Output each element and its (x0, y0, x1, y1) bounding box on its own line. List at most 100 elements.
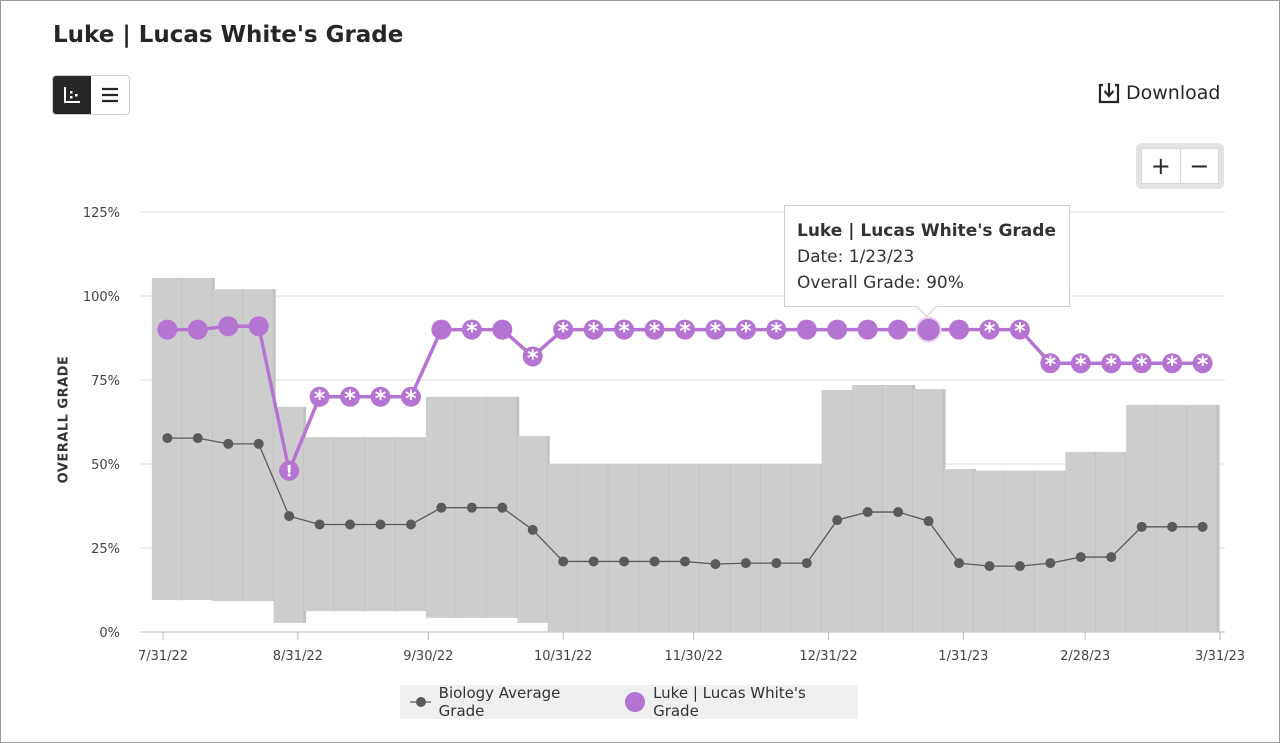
asterisk-marker: * (375, 387, 387, 412)
student-point (796, 319, 817, 340)
range-bar (1004, 470, 1036, 632)
range-bar (973, 470, 1005, 632)
student-point (979, 319, 1000, 340)
average-point (527, 524, 538, 535)
average-marker-icon (410, 697, 431, 707)
average-point (862, 507, 873, 518)
asterisk-marker: * (1197, 353, 1209, 378)
range-bar (1065, 451, 1097, 632)
x-tick-label: 3/31/23 (1195, 649, 1245, 664)
range-bar (639, 464, 671, 632)
tooltip: Luke | Lucas White's Grade Date: 1/23/23… (784, 205, 1070, 307)
x-tick-label: 2/28/23 (1060, 649, 1110, 664)
range-bar (943, 469, 975, 632)
asterisk-marker: * (740, 320, 752, 345)
range-bar (913, 389, 945, 632)
asterisk-marker: * (618, 320, 630, 345)
asterisk-marker: * (1166, 353, 1178, 378)
legend-label-average: Biology Average Grade (438, 684, 561, 720)
student-point (157, 319, 178, 340)
student-point (461, 319, 482, 340)
zoom-out-button[interactable]: − (1179, 149, 1219, 183)
student-point (1192, 353, 1213, 374)
asterisk-marker: * (1014, 320, 1026, 345)
y-tick-label: 25% (91, 542, 120, 557)
asterisk-marker: * (1105, 353, 1117, 378)
student-point (827, 319, 848, 340)
asterisk-marker: * (649, 320, 661, 345)
student-point (766, 319, 787, 340)
student-point (915, 316, 942, 343)
y-tick-label: 0% (99, 626, 120, 641)
x-tick-label: 9/30/22 (403, 649, 453, 664)
page-title: Luke | Lucas White's Grade (53, 22, 404, 48)
range-bar (1095, 451, 1127, 632)
legend-item-average[interactable]: Biology Average Grade (410, 684, 600, 720)
average-point (710, 559, 721, 570)
download-icon (1098, 83, 1120, 104)
chart-view-button[interactable] (53, 76, 91, 114)
asterisk-marker: * (771, 320, 783, 345)
range-bar (1156, 404, 1188, 632)
legend-label-student: Luke | Lucas White's Grade (653, 684, 806, 720)
student-point (644, 319, 665, 340)
range-bar (1126, 404, 1158, 632)
exclamation-marker: ! (285, 462, 292, 481)
tooltip-date: Date: 1/23/23 (797, 247, 915, 267)
average-point (649, 556, 660, 567)
student-point (522, 346, 543, 367)
average-point (588, 556, 599, 567)
y-tick-label: 50% (91, 458, 120, 473)
student-marker-icon (625, 692, 646, 712)
asterisk-marker: * (679, 320, 691, 345)
range-bar (730, 464, 762, 632)
asterisk-marker: * (1045, 353, 1057, 378)
y-tick-label: 125% (83, 206, 120, 221)
x-tick-label: 8/31/22 (273, 649, 323, 664)
average-point (740, 558, 751, 569)
average-point (1106, 552, 1117, 563)
x-tick-label: 10/31/22 (534, 649, 592, 664)
average-point (771, 558, 782, 569)
x-tick-label: 12/31/22 (799, 649, 857, 664)
average-point (192, 433, 203, 444)
range-bar (821, 390, 853, 632)
average-point (832, 515, 843, 526)
list-view-button[interactable] (91, 76, 129, 114)
range-bar (699, 464, 731, 632)
student-point (888, 319, 909, 340)
tooltip-grade: Overall Grade: 90% (797, 273, 964, 293)
y-tick-label: 75% (91, 374, 120, 389)
student-point (735, 319, 756, 340)
student-point (1131, 353, 1152, 374)
average-point (954, 558, 965, 569)
student-point (857, 319, 878, 340)
download-label: Download (1126, 82, 1221, 104)
average-point (436, 502, 447, 513)
asterisk-marker: * (314, 387, 326, 412)
average-point (558, 556, 569, 567)
average-point (1014, 561, 1025, 572)
download-button[interactable]: Download (1098, 82, 1220, 104)
average-point (801, 558, 812, 569)
asterisk-marker: * (344, 387, 356, 412)
student-point (400, 386, 421, 407)
range-bar (1034, 470, 1066, 632)
student-point (309, 386, 330, 407)
average-point (314, 519, 325, 530)
average-point (405, 519, 416, 530)
range-bar (547, 464, 579, 632)
average-point (253, 438, 264, 449)
x-tick-label: 7/31/22 (138, 649, 188, 664)
average-point (679, 556, 690, 567)
legend-item-student[interactable]: Luke | Lucas White's Grade (624, 684, 844, 720)
average-point (375, 519, 386, 530)
student-point (1162, 353, 1183, 374)
asterisk-marker: * (527, 346, 539, 371)
zoom-in-button[interactable]: + (1150, 152, 1171, 180)
asterisk-marker: * (405, 387, 417, 412)
student-point (1009, 319, 1030, 340)
chart-icon (64, 87, 80, 103)
average-point (1075, 552, 1086, 563)
